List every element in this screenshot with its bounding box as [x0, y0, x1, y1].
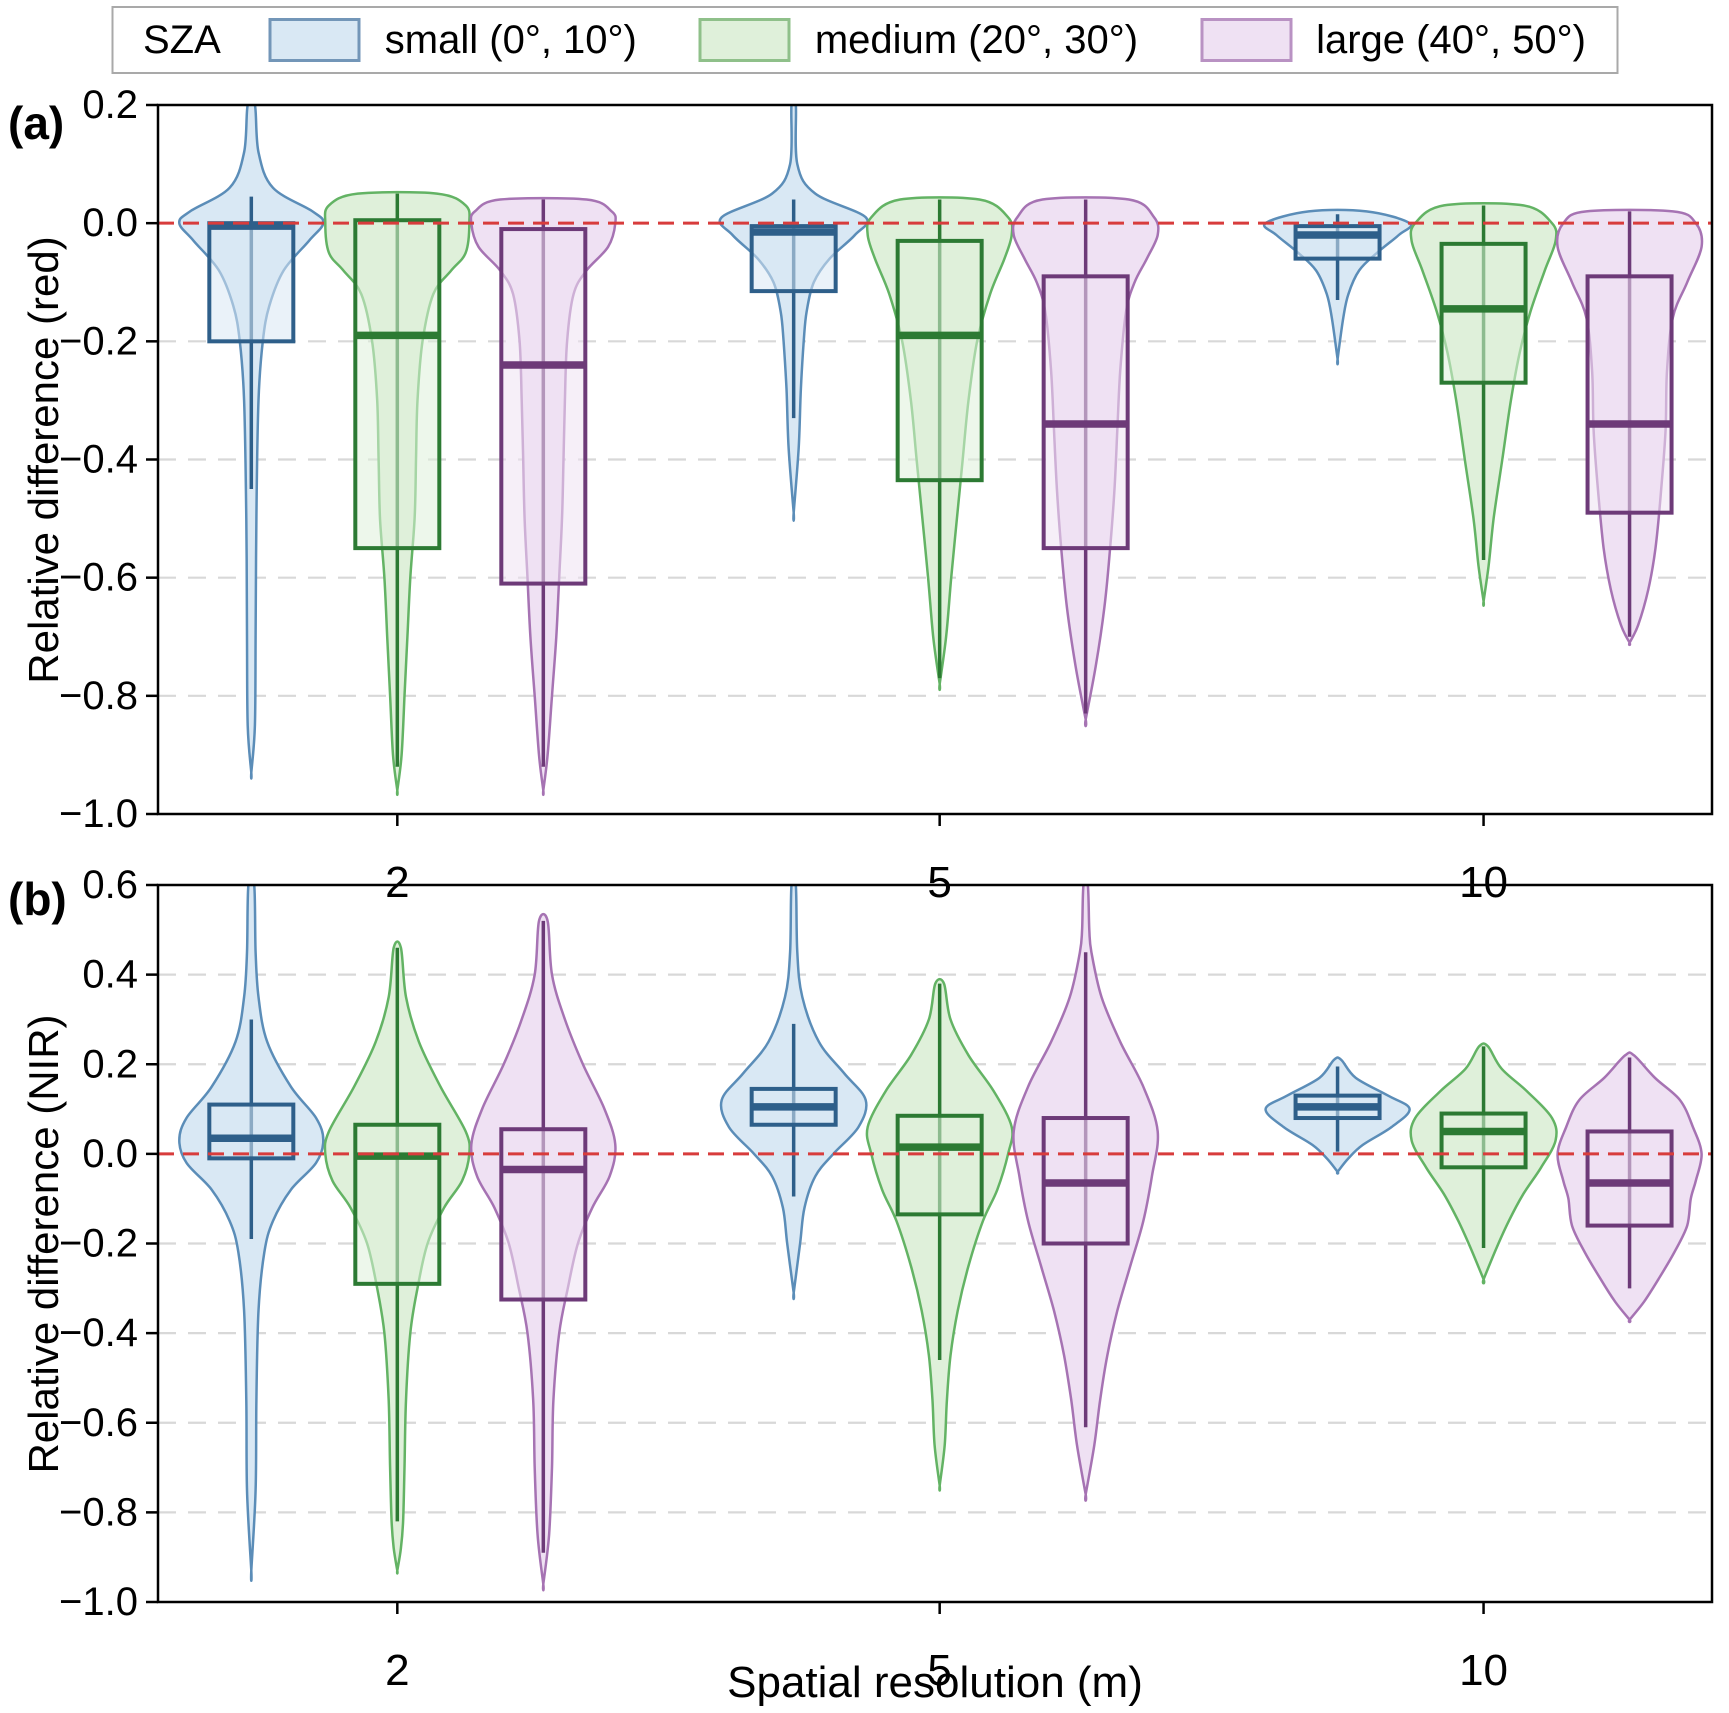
- x-tick-label: 2: [385, 858, 409, 907]
- violin-a-5m-large: [1011, 196, 1160, 728]
- y-tick-label: −0.2: [59, 319, 138, 363]
- violin-a-5m-medium: [865, 196, 1014, 692]
- box: [895, 1113, 984, 1217]
- violin-a-10m-large: [1555, 208, 1704, 647]
- box: [1041, 274, 1130, 551]
- y-tick-label: 0.0: [82, 201, 138, 245]
- legend: SZA small (0°, 10°) medium (20°, 30°) la…: [111, 6, 1618, 74]
- violin-b-2m-large: [469, 912, 617, 1592]
- y-tick-label: −0.6: [59, 556, 138, 600]
- legend-title: SZA: [143, 17, 221, 62]
- panel-b-y-axis-title: Relative difference (NIR): [20, 1014, 67, 1474]
- box: [353, 1122, 442, 1286]
- legend-label-medium: medium (20°, 30°): [814, 17, 1139, 62]
- box: [895, 238, 984, 483]
- box: [499, 227, 588, 586]
- y-tick-label: 0.0: [82, 1132, 138, 1176]
- y-tick-label: 0.4: [82, 953, 138, 997]
- violin-a-10m-small: [1263, 208, 1413, 366]
- violin-a-2m-medium: [323, 190, 471, 797]
- y-tick-label: −1.0: [59, 1580, 138, 1624]
- legend-swatch-large-icon: [1200, 18, 1293, 62]
- violin-b-2m-small: [178, 885, 325, 1582]
- box: [749, 224, 838, 294]
- x-tick-label: 10: [1459, 1646, 1508, 1695]
- legend-label-small: small (0°, 10°): [384, 17, 637, 62]
- x-tick-label: 2: [385, 1646, 409, 1695]
- violin-b-5m-medium: [865, 977, 1014, 1492]
- y-tick-label: −0.4: [59, 1311, 138, 1355]
- y-tick-label: −0.8: [59, 674, 138, 718]
- legend-swatch-small-icon: [268, 18, 361, 62]
- legend-label-large: large (40°, 50°): [1316, 17, 1586, 62]
- y-tick-label: −0.2: [59, 1222, 138, 1266]
- legend-item-medium: medium (20°, 30°): [698, 17, 1139, 63]
- box: [1293, 224, 1382, 261]
- violin-b-5m-small: [719, 885, 868, 1301]
- violin-a-2m-small: [177, 105, 325, 780]
- x-axis-title: Spatial resolution (m): [727, 1658, 1143, 1707]
- violin-a-10m-medium: [1409, 202, 1558, 607]
- violin-b-2m-medium: [323, 940, 471, 1575]
- y-tick-label: 0.2: [82, 1042, 138, 1086]
- box: [1585, 1129, 1674, 1228]
- violin-b-10m-medium: [1409, 1042, 1558, 1285]
- violin-b-10m-small: [1264, 1056, 1411, 1175]
- y-tick-label: −0.6: [59, 1401, 138, 1445]
- panel-b-tag: (b): [8, 873, 67, 925]
- box: [353, 218, 442, 551]
- violin-b-10m-large: [1556, 1051, 1703, 1324]
- box: [1585, 274, 1674, 515]
- panel-a-tag: (a): [8, 97, 65, 149]
- box: [499, 1127, 588, 1302]
- violin-a-5m-small: [718, 105, 869, 523]
- violin-a-2m-large: [469, 196, 617, 797]
- box: [1439, 1111, 1528, 1170]
- x-tick-label: 10: [1459, 858, 1508, 907]
- y-tick-label: 0.2: [82, 83, 138, 127]
- box: [207, 1102, 296, 1161]
- x-tick-label: 5: [927, 1646, 951, 1695]
- box: [1439, 241, 1528, 385]
- y-tick-label: 0.6: [82, 863, 138, 907]
- legend-item-large: large (40°, 50°): [1200, 18, 1586, 63]
- x-tick-label: 5: [927, 858, 951, 907]
- legend-swatch-medium-icon: [698, 18, 791, 62]
- y-tick-label: −0.8: [59, 1490, 138, 1534]
- y-tick-label: −0.4: [59, 438, 138, 482]
- y-tick-label: −1.0: [59, 792, 138, 836]
- legend-item-small: small (0°, 10°): [268, 17, 637, 63]
- box: [207, 221, 296, 344]
- panel-a-y-axis-title: Relative difference (red): [20, 236, 67, 684]
- violin-b-5m-large: [1012, 885, 1160, 1502]
